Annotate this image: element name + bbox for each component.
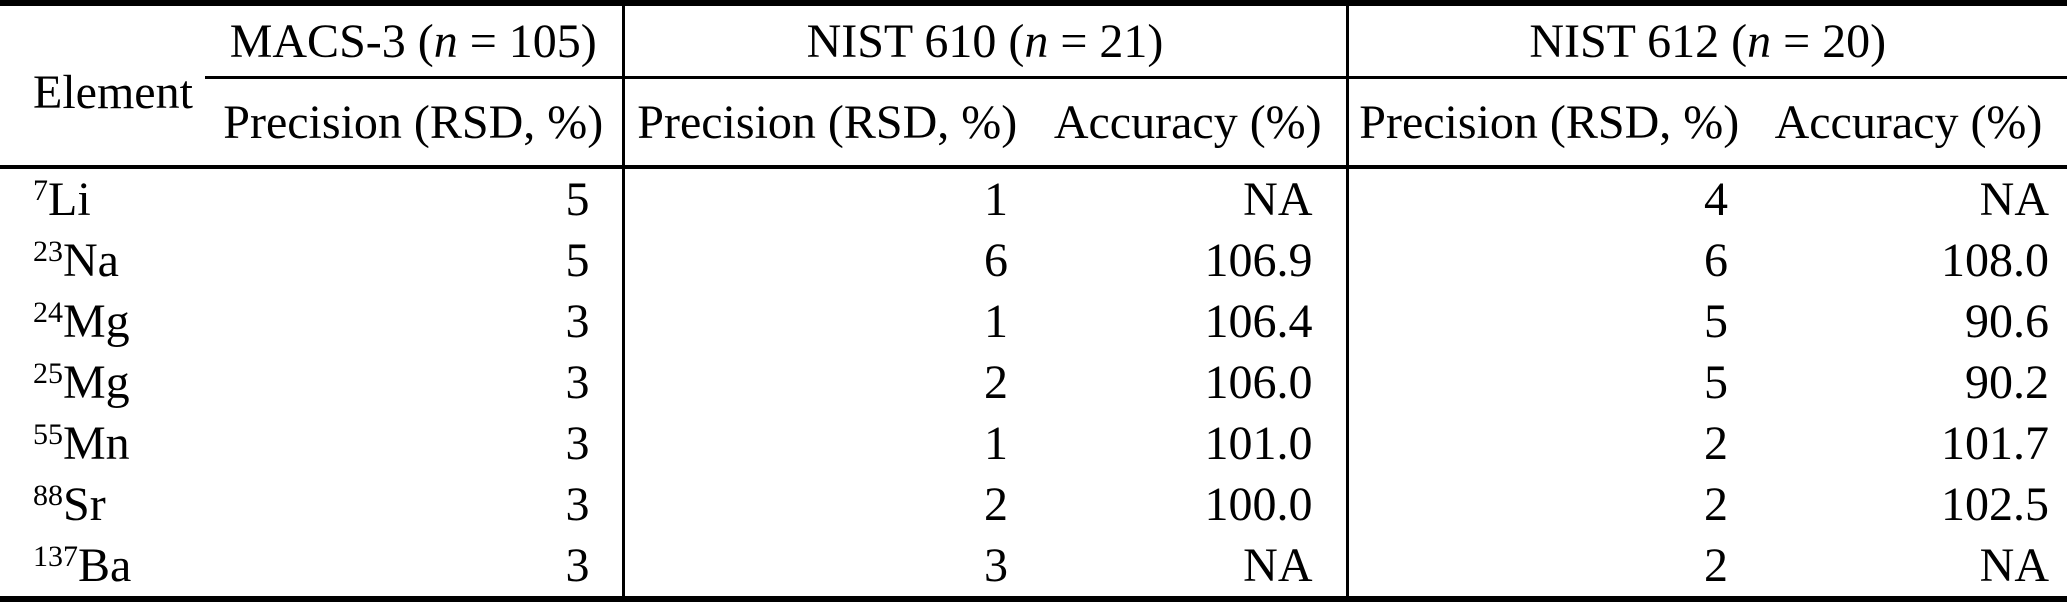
nist610-precision-value: 1 <box>984 173 1008 226</box>
subheader-row: Precision (RSD, %) Precision (RSD, %) Ac… <box>0 77 2067 169</box>
sample-count-variable: n <box>1024 14 1049 68</box>
isotope-mass: 55 <box>33 418 63 451</box>
isotope-mass: 88 <box>33 479 63 512</box>
subheader-nist612-accuracy: Accuracy (%) <box>1750 77 2067 169</box>
subheader-nist610-precision: Precision (RSD, %) <box>623 77 1030 169</box>
macs3-precision-value: 3 <box>205 413 625 474</box>
nist612-accuracy-value: 90.6 <box>1965 295 2049 348</box>
nist612-precision-value: 4 <box>1704 173 1728 226</box>
nist612-precision-value: 2 <box>1704 417 1728 470</box>
nist612-accuracy-value: NA <box>1979 173 2049 226</box>
nist610-precision-value: 2 <box>984 356 1008 409</box>
element-symbol: Mg <box>63 356 130 409</box>
nist612-accuracy-value: 101.7 <box>1941 417 2049 470</box>
element-cell: 25Mg <box>0 352 205 413</box>
group-label-suffix: = 20) <box>1771 14 1887 68</box>
table-row: 23Na 5 6 106.9 6 108.0 <box>0 230 2067 291</box>
table-row: 88Sr 3 2 100.0 2 102.5 <box>0 474 2067 535</box>
subheader-macs3-precision: Precision (RSD, %) <box>205 77 625 169</box>
nist610-precision-value: 3 <box>984 539 1008 592</box>
group-label-suffix: = 105) <box>457 14 597 68</box>
element-cell: 88Sr <box>0 474 205 535</box>
macs3-precision-value: 3 <box>205 352 625 413</box>
macs3-precision-value: 5 <box>205 230 625 291</box>
nist610-precision-value: 2 <box>984 478 1008 531</box>
nist612-accuracy-value: NA <box>1979 539 2049 592</box>
isotope-mass: 7 <box>33 174 48 207</box>
isotope-mass: 137 <box>33 540 78 573</box>
nist610-accuracy-value: 106.9 <box>1030 230 1349 291</box>
element-cell: 7Li <box>0 167 205 230</box>
nist612-accuracy-value: 102.5 <box>1941 478 2049 531</box>
group-header-row: Element MACS-3 (n = 105) NIST 610 (n = 2… <box>0 3 2067 169</box>
isotope-mass: 24 <box>33 296 63 329</box>
nist610-accuracy-value: NA <box>1030 535 1349 599</box>
nist612-precision-value: 6 <box>1704 234 1728 287</box>
macs3-precision-value: 3 <box>205 474 625 535</box>
nist610-accuracy-value: 106.0 <box>1030 352 1349 413</box>
group-label-prefix: NIST 612 ( <box>1529 14 1748 68</box>
group-header-nist610: NIST 610 (n = 21) <box>623 3 1349 79</box>
macs3-precision-value: 3 <box>205 535 625 599</box>
nist612-precision-value: 5 <box>1704 356 1728 409</box>
subheader-nist612-precision: Precision (RSD, %) <box>1347 77 1750 169</box>
isotope-mass: 23 <box>33 235 63 268</box>
sample-count-variable: n <box>1747 14 1772 68</box>
group-label-prefix: NIST 610 ( <box>806 14 1025 68</box>
macs3-precision-value: 5 <box>205 167 625 230</box>
table-body: 7Li 5 1 NA 4 NA 23Na 5 6 106.9 6 108.0 2… <box>0 167 2067 599</box>
table-row: 24Mg 3 1 106.4 5 90.6 <box>0 291 2067 352</box>
table-row: 137Ba 3 3 NA 2 NA <box>0 535 2067 599</box>
element-symbol: Na <box>63 234 119 287</box>
table-header: Element MACS-3 (n = 105) NIST 610 (n = 2… <box>0 3 2067 169</box>
table-row: 7Li 5 1 NA 4 NA <box>0 167 2067 230</box>
sample-count-variable: n <box>433 14 458 68</box>
group-label-prefix: MACS-3 ( <box>229 14 434 68</box>
table-row: 55Mn 3 1 101.0 2 101.7 <box>0 413 2067 474</box>
element-column-header: Element <box>0 3 205 169</box>
nist610-accuracy-value: NA <box>1030 167 1349 230</box>
isotope-mass: 25 <box>33 357 63 390</box>
nist612-precision-value: 5 <box>1704 295 1728 348</box>
element-symbol: Sr <box>63 478 106 531</box>
group-header-nist612: NIST 612 (n = 20) <box>1347 3 2067 79</box>
nist610-accuracy-value: 101.0 <box>1030 413 1349 474</box>
nist610-precision-value: 1 <box>984 417 1008 470</box>
nist610-precision-value: 1 <box>984 295 1008 348</box>
subheader-nist610-accuracy: Accuracy (%) <box>1030 77 1349 169</box>
nist610-precision-value: 6 <box>984 234 1008 287</box>
element-symbol: Mg <box>63 295 130 348</box>
element-cell: 23Na <box>0 230 205 291</box>
table-row: 25Mg 3 2 106.0 5 90.2 <box>0 352 2067 413</box>
macs3-precision-value: 3 <box>205 291 625 352</box>
nist610-accuracy-value: 106.4 <box>1030 291 1349 352</box>
group-header-macs3: MACS-3 (n = 105) <box>205 3 625 79</box>
group-label-suffix: = 21) <box>1048 14 1164 68</box>
element-cell: 24Mg <box>0 291 205 352</box>
nist612-precision-value: 2 <box>1704 539 1728 592</box>
nist610-accuracy-value: 100.0 <box>1030 474 1349 535</box>
nist612-accuracy-value: 108.0 <box>1941 234 2049 287</box>
nist612-precision-value: 2 <box>1704 478 1728 531</box>
nist612-accuracy-value: 90.2 <box>1965 356 2049 409</box>
element-symbol: Ba <box>78 539 132 592</box>
element-symbol: Li <box>48 173 91 226</box>
element-symbol: Mn <box>63 417 130 470</box>
element-cell: 55Mn <box>0 413 205 474</box>
element-cell: 137Ba <box>0 535 205 599</box>
